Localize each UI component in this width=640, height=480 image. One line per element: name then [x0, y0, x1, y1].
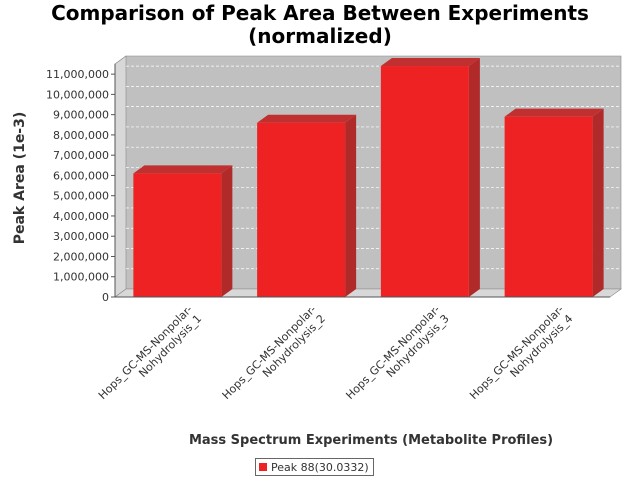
bar-top — [257, 114, 357, 123]
bar-side — [592, 108, 604, 298]
y-tick-label: 5,000,000 — [53, 190, 109, 203]
chart-title-line-1: Comparison of Peak Area Between Experime… — [51, 1, 589, 25]
chart-title: Comparison of Peak Area Between Experime… — [0, 2, 640, 48]
x-axis-label: Mass Spectrum Experiments (Metabolite Pr… — [189, 433, 553, 448]
legend-label: Peak 88(30.0332) — [271, 460, 369, 474]
x-axis: Hops_GC-MS-Nonpolar-Nohydrolysis_1 Hops_G… — [96, 296, 610, 411]
legend-swatch — [259, 463, 267, 471]
bar-side — [468, 58, 480, 297]
x-tick-label: Hops_GC-MS-Nonpolar-Nohydrolysis_2 — [220, 303, 328, 411]
bar — [504, 108, 604, 298]
x-tick-label: Hops_GC-MS-Nonpolar-Nohydrolysis_3 — [343, 303, 451, 411]
y-tick-label: 0 — [102, 291, 109, 304]
y-tick-label: 11,000,000 — [46, 68, 109, 81]
y-tick-label: 3,000,000 — [53, 230, 109, 243]
bar — [380, 58, 480, 297]
bar-top — [133, 165, 233, 174]
x-tick-label-line: Hops_GC-MS-Nonpolar- — [220, 303, 319, 402]
bar-front — [133, 173, 222, 297]
legend: Peak 88(30.0332) — [255, 458, 374, 476]
x-tick-label-line: Hops_GC-MS-Nonpolar- — [467, 303, 566, 402]
x-tick-label-line: Hops_GC-MS-Nonpolar- — [343, 303, 442, 402]
y-tick-label: 10,000,000 — [46, 88, 109, 101]
bar — [257, 114, 357, 297]
bar-top — [504, 108, 604, 117]
bar-side — [345, 114, 357, 297]
bar-front — [504, 116, 593, 298]
bar-top — [380, 58, 480, 67]
y-axis-label: Peak Area (1e-3) — [12, 112, 28, 245]
bar-side — [221, 165, 233, 297]
x-tick-label: Hops_GC-MS-Nonpolar-Nohydrolysis_1 — [96, 303, 204, 411]
y-tick-label: 6,000,000 — [53, 169, 109, 182]
y-tick-label: 9,000,000 — [53, 109, 109, 122]
chart-title-line-2: (normalized) — [248, 24, 392, 48]
bar-front — [257, 122, 346, 297]
bar-front — [380, 66, 469, 297]
x-tick-label-line: Hops_GC-MS-Nonpolar- — [96, 303, 195, 402]
plot-left-wall — [114, 55, 127, 298]
y-tick-label: 1,000,000 — [53, 271, 109, 284]
y-tick-label: 8,000,000 — [53, 129, 109, 142]
y-tick-label: 4,000,000 — [53, 210, 109, 223]
y-tick-label: 2,000,000 — [53, 250, 109, 263]
bar — [133, 165, 233, 297]
x-tick-label: Hops_GC-MS-Nonpolar-Nohydrolysis_4 — [467, 303, 575, 411]
y-tick-label: 7,000,000 — [53, 149, 109, 162]
bars — [133, 58, 604, 298]
y-axis: 0 1,000,000 2,000,000 3,000,000 4,000,000 5,0… — [46, 64, 116, 304]
